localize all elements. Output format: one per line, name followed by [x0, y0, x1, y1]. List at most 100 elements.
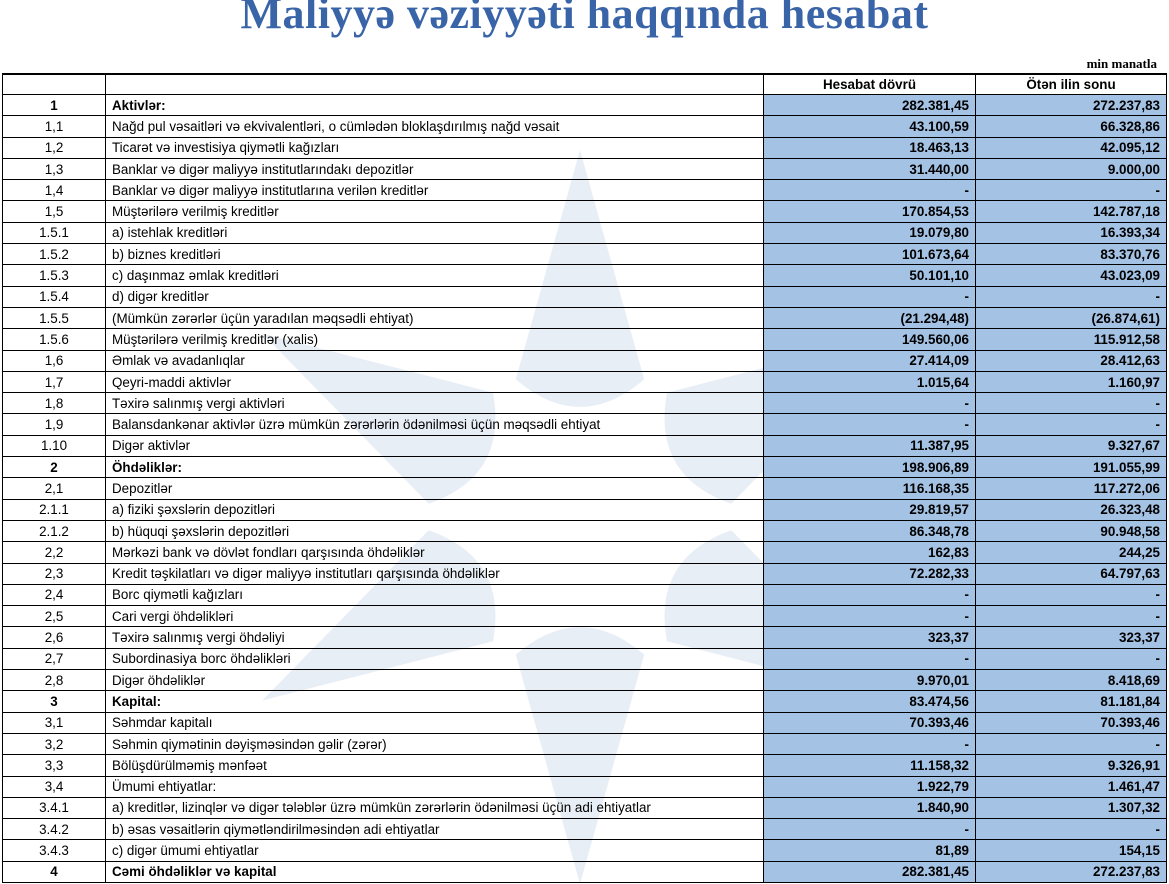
row-previous-value: 9.327,67 [975, 434, 1167, 458]
row-current-value: 11.158,32 [763, 754, 976, 777]
row-label: b) əsas vəsaitlərin qiymətləndirilməsind… [105, 818, 764, 841]
row-label: Səhmdar kapitalı [105, 711, 764, 734]
row-number: 1,7 [2, 370, 106, 394]
row-number: 2,5 [2, 605, 106, 628]
row-label: Səhmin qiymətinin dəyişməsindən gəlir (z… [105, 732, 764, 756]
row-label: Mərkəzi bank və dövlət fondları qarşısın… [105, 541, 764, 564]
table-row: 1,8 Təxirə salınmış vergi aktivləri - - [2, 392, 1167, 415]
row-previous-value: 323,37 [975, 626, 1167, 649]
row-current-value: 282.381,45 [763, 93, 976, 117]
row-previous-value: 272.237,83 [975, 93, 1167, 117]
row-current-value: 81,89 [763, 839, 976, 862]
row-current-value: 162,83 [763, 541, 976, 564]
row-number: 2 [2, 456, 106, 479]
row-label: Müştərilərə verilmiş kreditlər [105, 200, 764, 223]
table-row: 1.5.3 c) daşınmaz əmlak kreditləri 50.101,… [2, 264, 1167, 287]
row-current-value: 70.393,46 [763, 711, 976, 734]
row-current-value: 86.348,78 [763, 519, 976, 543]
row-label: Təxirə salınmış vergi aktivləri [105, 392, 764, 415]
row-number: 2,2 [2, 541, 106, 564]
row-number: 1.5.5 [2, 306, 106, 330]
table-row: 2 Öhdəliklər: 198.906,89 191.055,99 [2, 456, 1167, 479]
row-label: Digər öhdəliklər [105, 669, 764, 692]
row-label: (Mümkün zərərlər üçün yaradılan məqsədli… [105, 306, 764, 330]
row-previous-value: 191.055,99 [975, 456, 1167, 479]
row-current-value: 83.474,56 [763, 690, 976, 713]
row-number: 1,3 [2, 157, 106, 181]
row-current-value: 1.015,64 [763, 370, 976, 394]
row-label: b) hüquqi şəxslərin depozitləri [105, 519, 764, 543]
table-row: 1.5.1 a) istehlak kreditləri 19.079,80 16.3… [2, 221, 1167, 245]
row-current-value: - [763, 392, 976, 415]
row-number: 2.1.2 [2, 519, 106, 543]
row-label: Qeyri-maddi aktivlər [105, 370, 764, 394]
table-row: 1,3 Banklar və digər maliyyə institutları… [2, 157, 1167, 181]
table-header-row: Hesabat dövrü Ötən ilin sonu [2, 73, 1167, 95]
row-label: a) kreditlər, lizinqlər və digər tələblə… [105, 796, 764, 820]
table-row: 1,9 Balansdankənar aktivlər üzrə mümkün z… [2, 413, 1167, 436]
table-row: 2,7 Subordinasiya borc öhdəlikləri - - [2, 647, 1167, 671]
row-previous-value: 43.023,09 [975, 264, 1167, 287]
row-number: 2,7 [2, 647, 106, 671]
row-previous-value: 1.307,32 [975, 796, 1167, 820]
row-label: Banklar və digər maliyyə institutlarında… [105, 157, 764, 181]
row-number: 1 [2, 93, 106, 117]
row-previous-value: 83.370,76 [975, 243, 1167, 266]
table-row: 1,1 Nağd pul vəsaitləri və ekvivalentləri… [2, 115, 1167, 138]
row-current-value: 43.100,59 [763, 115, 976, 138]
table-row: 2.1.1 a) fiziki şəxslərin depozitləri 29.8… [2, 498, 1167, 521]
table-row: 3,4 Ümumi ehtiyatlar: 1.922,79 1.461,47 [2, 775, 1167, 798]
table-row: 3.4.3 c) digər ümumi ehtiyatlar 81,89 154,1… [2, 839, 1167, 862]
row-current-value: 1.840,90 [763, 796, 976, 820]
table-row: 2.1.2 b) hüquqi şəxslərin depozitləri 86.3… [2, 519, 1167, 543]
row-current-value: - [763, 179, 976, 202]
row-current-value: 11.387,95 [763, 434, 976, 458]
row-current-value: 1.922,79 [763, 775, 976, 798]
table-row: 2,6 Təxirə salınmış vergi öhdəliyi 323,37 3… [2, 626, 1167, 649]
row-current-value: 116.168,35 [763, 477, 976, 500]
row-current-value: - [763, 413, 976, 436]
row-previous-value: - [975, 179, 1167, 202]
row-number: 2,1 [2, 477, 106, 500]
row-number: 1,2 [2, 136, 106, 159]
row-label: Kapital: [105, 690, 764, 713]
table-row: 3.4.2 b) əsas vəsaitlərin qiymətləndirilm… [2, 818, 1167, 841]
row-number: 2,6 [2, 626, 106, 649]
row-number: 4 [2, 860, 106, 883]
row-previous-value: 26.323,48 [975, 498, 1167, 521]
table-row: 2,3 Kredit təşkilatları və digər maliyyə … [2, 562, 1167, 585]
row-number: 1.5.3 [2, 264, 106, 287]
table-row: 1.5.5 (Mümkün zərərlər üçün yaradılan məq… [2, 306, 1167, 330]
row-previous-value: - [975, 583, 1167, 607]
row-current-value: 149.560,06 [763, 328, 976, 351]
unit-label: min manatla [1086, 56, 1157, 71]
row-number: 1,8 [2, 392, 106, 415]
row-current-value: (21.294,48) [763, 306, 976, 330]
row-number: 3,1 [2, 711, 106, 734]
row-previous-value: 1.160,97 [975, 370, 1167, 394]
row-previous-value: 66.328,86 [975, 115, 1167, 138]
row-previous-value: 70.393,46 [975, 711, 1167, 734]
table-row: 1,6 Əmlak və avadanlıqlar 27.414,09 28.412,… [2, 349, 1167, 372]
row-current-value: 101.673,64 [763, 243, 976, 266]
row-number: 1,1 [2, 115, 106, 138]
row-previous-value: 117.272,06 [975, 477, 1167, 500]
row-number: 3.4.1 [2, 796, 106, 820]
row-number: 2,3 [2, 562, 106, 585]
row-label: c) daşınmaz əmlak kreditləri [105, 264, 764, 287]
row-previous-value: 90.948,58 [975, 519, 1167, 543]
header-number [2, 73, 106, 95]
row-number: 3,4 [2, 775, 106, 798]
row-label: Təxirə salınmış vergi öhdəliyi [105, 626, 764, 649]
table-row: 1,4 Banklar və digər maliyyə institutları… [2, 179, 1167, 202]
header-current-period: Hesabat dövrü [763, 73, 976, 95]
row-label: Subordinasiya borc öhdəlikləri [105, 647, 764, 671]
page-title: Maliyyə vəziyyəti haqqında hesabat [240, 0, 929, 38]
row-current-value: 282.381,45 [763, 860, 976, 883]
row-label: Əmlak və avadanlıqlar [105, 349, 764, 372]
table-row: 1,2 Ticarət və investisiya qiymətli kağız… [2, 136, 1167, 159]
row-label: Borc qiymətli kağızları [105, 583, 764, 607]
row-previous-value: 154,15 [975, 839, 1167, 862]
row-label: c) digər ümumi ehtiyatlar [105, 839, 764, 862]
row-number: 1.5.4 [2, 285, 106, 308]
